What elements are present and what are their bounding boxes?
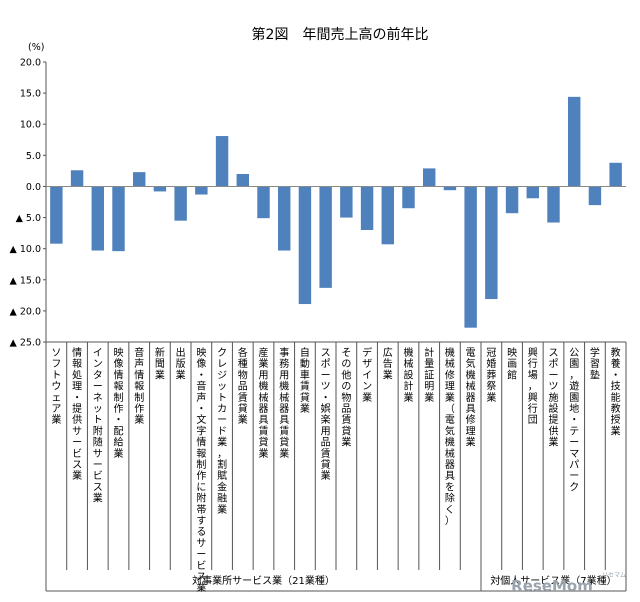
x-tick-label: 情報処理・提供サービス業 bbox=[72, 346, 82, 482]
x-tick-label: 事務用機械器具賃貸業 bbox=[279, 346, 289, 460]
y-tick-label: ▲ 15.0 bbox=[10, 275, 41, 286]
x-tick-label: 冠婚葬祭業 bbox=[486, 347, 496, 404]
x-tick-label: 映画館 bbox=[507, 347, 517, 381]
x-tick-label: 機械修理業（電気機械器具を除く） bbox=[445, 346, 455, 527]
x-tick-label: デザイン業 bbox=[362, 346, 372, 404]
category-label-table: ソフトウェア業 情報処理・提供サービス業 インターネット附随サービス業 映像情報制作・… bbox=[45, 341, 627, 594]
y-axis-unit-label: (%) bbox=[28, 42, 44, 53]
y-axis-ticks: 20.0 15.0 10.0 5.0 0.0 ▲ 5.0 ▲ 10.0 ▲ 15.0 ▲ 20.… bbox=[10, 58, 46, 349]
bar bbox=[215, 136, 229, 187]
x-tick-label: 映像・音声・文字情報制作に附帯するサービス業 bbox=[196, 347, 206, 594]
bar bbox=[340, 186, 353, 218]
bar bbox=[298, 186, 312, 305]
bar bbox=[464, 186, 477, 328]
y-tick-label: ▲ 25.0 bbox=[10, 338, 41, 349]
x-tick-label: クレジットカード業，割賦金融業 bbox=[217, 347, 227, 516]
bar bbox=[174, 186, 187, 221]
x-tick-label: 産業用機械器具賃貸業 bbox=[259, 346, 269, 460]
bar bbox=[588, 186, 602, 206]
bar bbox=[381, 186, 394, 245]
y-tick-label: 20.0 bbox=[20, 58, 41, 69]
bar bbox=[423, 168, 436, 187]
bar bbox=[153, 186, 167, 192]
bar bbox=[485, 186, 498, 300]
x-tick-label: 映像情報制作・配給業 bbox=[114, 347, 124, 460]
x-tick-label: 広告業 bbox=[383, 346, 393, 381]
bar bbox=[133, 172, 146, 187]
y-tick-label: 15.0 bbox=[20, 89, 41, 100]
bar bbox=[609, 162, 622, 187]
bar bbox=[319, 186, 332, 288]
x-tick-label: 新聞業 bbox=[155, 346, 165, 381]
x-tick-label: 電気機械器具修理業 bbox=[466, 347, 476, 449]
bar bbox=[70, 170, 84, 187]
bar bbox=[526, 186, 539, 199]
x-tick-label: その他の物品賃貸業 bbox=[341, 347, 351, 449]
bar bbox=[236, 174, 249, 187]
y-tick-label: ▲ 10.0 bbox=[10, 244, 41, 255]
bar bbox=[91, 186, 104, 251]
bar bbox=[195, 186, 208, 195]
bar bbox=[360, 186, 374, 230]
x-tick-label: 各種物品賃貸業 bbox=[238, 346, 248, 426]
y-tick-label: ▲ 5.0 bbox=[16, 213, 41, 224]
bar bbox=[50, 186, 63, 244]
bar bbox=[547, 186, 560, 223]
x-tick-label: インターネット附随サービス業 bbox=[93, 348, 103, 505]
bar bbox=[568, 96, 581, 187]
bar bbox=[402, 186, 415, 209]
watermark-logo: ReseMom bbox=[511, 577, 593, 595]
bar bbox=[443, 186, 457, 191]
chart-title: 第2図 年間売上高の前年比 bbox=[252, 26, 429, 43]
bar bbox=[278, 186, 291, 251]
watermark-ruby: リセマム bbox=[602, 572, 626, 579]
group-label: 対事業所サービス業（21業種） bbox=[192, 574, 335, 587]
x-tick-label: 出版業 bbox=[176, 346, 186, 381]
x-tick-label: 機械設計業 bbox=[404, 346, 414, 404]
y-tick-label: 0.0 bbox=[26, 182, 41, 193]
axes bbox=[45, 62, 626, 342]
bar-series bbox=[50, 96, 622, 328]
x-tick-label: スポーツ施設提供業 bbox=[549, 348, 559, 449]
bar bbox=[257, 186, 270, 219]
bar bbox=[112, 186, 125, 252]
x-tick-label: 自動車賃貸業 bbox=[300, 346, 310, 415]
y-tick-label: 5.0 bbox=[26, 151, 41, 162]
x-tick-label: 興行場，興行団 bbox=[528, 347, 538, 426]
x-tick-label: 計量証明業 bbox=[424, 346, 434, 404]
x-tick-label: 公園，遊園地・テーマパーク bbox=[569, 348, 579, 493]
x-tick-label: 音声情報制作業 bbox=[134, 346, 144, 426]
x-tick-label: スポーツ・娯楽用品賃貸業 bbox=[321, 348, 331, 482]
y-tick-label: 10.0 bbox=[20, 120, 41, 131]
x-tick-label: 学習塾 bbox=[590, 346, 600, 381]
group-label: 対個人サービス業（7業種） bbox=[490, 574, 616, 587]
bar bbox=[505, 186, 519, 214]
y-tick-label: ▲ 20.0 bbox=[10, 306, 41, 317]
x-tick-label: ソフトウェア業 bbox=[51, 348, 61, 426]
group-labels: 対事業所サービス業（21業種） 対個人サービス業（7業種） bbox=[192, 574, 617, 587]
x-tick-label: 教養・技能教授業 bbox=[611, 346, 621, 437]
